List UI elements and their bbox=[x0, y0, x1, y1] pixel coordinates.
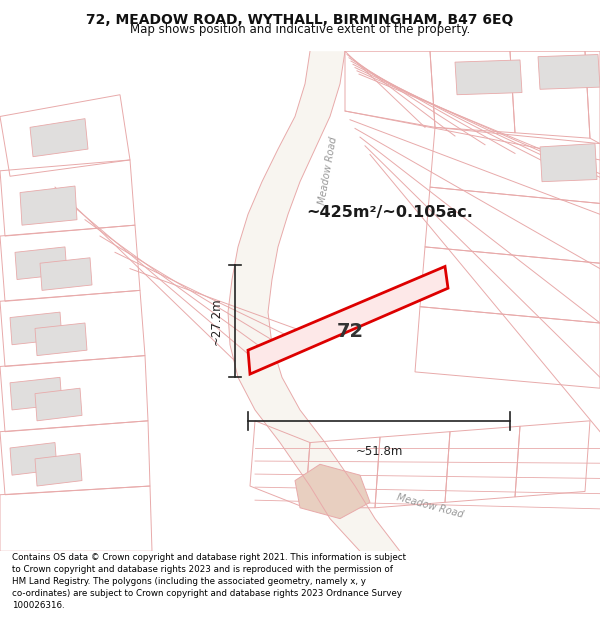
Polygon shape bbox=[10, 442, 57, 475]
Polygon shape bbox=[295, 464, 370, 519]
Text: 72: 72 bbox=[337, 322, 364, 341]
Polygon shape bbox=[540, 144, 597, 182]
Text: ~27.2m: ~27.2m bbox=[210, 298, 223, 345]
Polygon shape bbox=[538, 54, 600, 89]
Polygon shape bbox=[10, 312, 62, 345]
Polygon shape bbox=[455, 60, 522, 95]
Polygon shape bbox=[10, 378, 62, 410]
Text: 72, MEADOW ROAD, WYTHALL, BIRMINGHAM, B47 6EQ: 72, MEADOW ROAD, WYTHALL, BIRMINGHAM, B4… bbox=[86, 12, 514, 27]
Polygon shape bbox=[35, 323, 87, 356]
Text: Map shows position and indicative extent of the property.: Map shows position and indicative extent… bbox=[130, 23, 470, 36]
Polygon shape bbox=[40, 258, 92, 291]
Text: Meadow Road: Meadow Road bbox=[317, 136, 339, 206]
Text: ~425m²/~0.105ac.: ~425m²/~0.105ac. bbox=[307, 204, 473, 219]
Polygon shape bbox=[35, 453, 82, 486]
Polygon shape bbox=[15, 247, 67, 279]
Polygon shape bbox=[30, 119, 88, 157]
Polygon shape bbox=[248, 266, 448, 374]
Text: Meadow Road: Meadow Road bbox=[395, 492, 464, 519]
Text: Contains OS data © Crown copyright and database right 2021. This information is : Contains OS data © Crown copyright and d… bbox=[12, 554, 406, 609]
Text: ~51.8m: ~51.8m bbox=[355, 445, 403, 458]
Polygon shape bbox=[35, 388, 82, 421]
Polygon shape bbox=[228, 51, 400, 551]
Polygon shape bbox=[20, 186, 77, 225]
